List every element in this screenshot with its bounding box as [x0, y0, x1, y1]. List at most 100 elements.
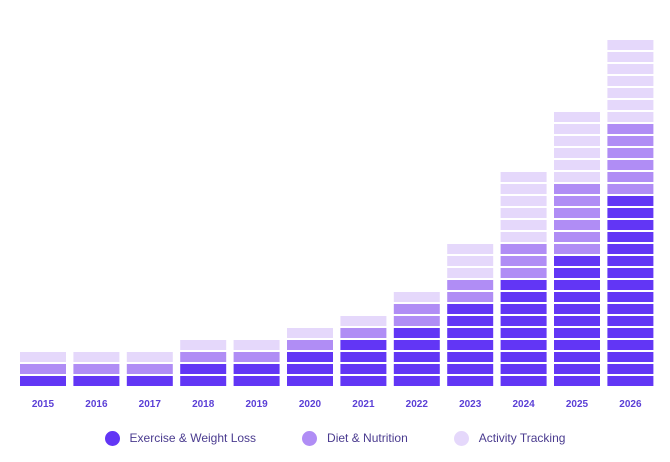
- bar-segment-2022-series-2-1: [393, 316, 440, 326]
- bar-segment-2018-series-2-1: [180, 352, 227, 362]
- bar-segment-2017-series-1-1: [126, 376, 173, 386]
- bar-segment-2023-series-2-2: [447, 280, 494, 290]
- bar-segment-2023-series-1-3: [447, 352, 494, 362]
- bar-segment-2023-series-1-6: [447, 316, 494, 326]
- bar-segment-2026-series-1-11: [607, 256, 654, 266]
- bar-segment-2017-series-2-1: [126, 364, 173, 374]
- bar-segment-2025-series-1-6: [554, 316, 600, 326]
- bar-segment-2026-series-1-5: [607, 328, 654, 338]
- bar-segment-2026-series-2-4: [607, 148, 654, 158]
- bar-segment-2018-series-1-1: [180, 376, 227, 386]
- legend-item-2: Diet & Nutrition: [302, 430, 408, 446]
- bar-segment-2026-series-1-13: [607, 232, 654, 242]
- x-tick-label-2015: 2015: [32, 399, 55, 410]
- bar-segment-2026-series-1-9: [607, 280, 654, 290]
- bar-segment-2026-series-1-7: [607, 304, 654, 314]
- bar-segment-2015-series-2-1: [20, 364, 66, 374]
- bar-segment-2023-series-2-1: [447, 292, 494, 302]
- x-tick-label-2020: 2020: [299, 399, 322, 410]
- bar-segment-2019-series-1-2: [233, 364, 280, 374]
- bar-segment-2026-series-2-5: [607, 136, 654, 146]
- bar-segment-2026-series-3-7: [607, 40, 654, 50]
- bar-segment-2024-series-1-5: [500, 328, 547, 338]
- bar-segment-2024-series-1-9: [500, 280, 547, 290]
- bar-segment-2026-series-1-15: [607, 208, 654, 218]
- bar-segment-2026-series-2-2: [607, 172, 654, 182]
- x-tick-label-2023: 2023: [459, 399, 482, 410]
- bar-segment-2022-series-1-3: [393, 352, 440, 362]
- bar-segment-2026-series-2-1: [607, 184, 654, 194]
- bar-segment-2025-series-3-6: [554, 112, 600, 122]
- bar-segment-2022-series-1-1: [393, 376, 440, 386]
- bar-segment-2021-series-2-1: [340, 328, 387, 338]
- bar-segment-2020-series-1-3: [287, 352, 333, 362]
- bar-segment-2023-series-1-5: [447, 328, 494, 338]
- bar-segment-2024-series-3-6: [500, 172, 547, 182]
- bar-segment-2024-series-1-4: [500, 340, 547, 350]
- bar-segment-2020-series-3-1: [287, 328, 333, 338]
- bar-segment-2025-series-2-5: [554, 196, 600, 206]
- legend: Exercise & Weight Loss Diet & Nutrition Ac…: [0, 428, 670, 448]
- bar-segment-2026-series-1-4: [607, 340, 654, 350]
- bar-segment-2025-series-1-7: [554, 304, 600, 314]
- bar-segment-2026-series-3-4: [607, 76, 654, 86]
- bar-segment-2025-series-3-5: [554, 124, 600, 134]
- bar-segment-2026-series-1-3: [607, 352, 654, 362]
- bar-segment-2025-series-1-4: [554, 340, 600, 350]
- bar-segment-2025-series-3-3: [554, 148, 600, 158]
- bar-segment-2026-series-1-1: [607, 376, 654, 386]
- bar-segment-2021-series-1-1: [340, 376, 387, 386]
- bar-segment-2024-series-1-2: [500, 364, 547, 374]
- bar-segment-2024-series-1-7: [500, 304, 547, 314]
- legend-label-2: Diet & Nutrition: [327, 431, 408, 445]
- bar-segment-2016-series-2-1: [73, 364, 120, 374]
- bar-segment-2022-series-1-5: [393, 328, 440, 338]
- bar-segment-2018-series-3-1: [180, 340, 227, 350]
- x-tick-label-2022: 2022: [406, 399, 429, 410]
- x-tick-label-2021: 2021: [352, 399, 375, 410]
- bar-segment-2025-series-1-2: [554, 364, 600, 374]
- bar-segment-2021-series-1-4: [340, 340, 387, 350]
- bar-segment-2025-series-1-1: [554, 376, 600, 386]
- bar-segment-2023-series-1-7: [447, 304, 494, 314]
- x-tick-label-2026: 2026: [619, 399, 642, 410]
- bar-segment-2024-series-1-6: [500, 316, 547, 326]
- bar-segment-2025-series-3-4: [554, 136, 600, 146]
- bar-segment-2026-series-3-3: [607, 88, 654, 98]
- bar-segment-2025-series-2-4: [554, 208, 600, 218]
- x-tick-label-2018: 2018: [192, 399, 215, 410]
- bar-segment-2019-series-3-1: [233, 340, 280, 350]
- x-axis-tick-labels: 2015 2016 2017 2018 2019 2020 2021 2022 2023 2024…: [32, 399, 642, 410]
- legend-swatch-1: [104, 430, 120, 446]
- bar-segment-2016-series-1-1: [73, 376, 120, 386]
- bar-segment-2023-series-3-3: [447, 244, 494, 254]
- bar-segment-2025-series-2-1: [554, 244, 600, 254]
- bar-segment-2026-series-1-14: [607, 220, 654, 230]
- bar-segment-2024-series-3-4: [500, 196, 547, 206]
- bar-segment-2026-series-3-6: [607, 52, 654, 62]
- bar-segment-2015-series-3-1: [20, 352, 66, 362]
- bar-segment-2021-series-1-3: [340, 352, 387, 362]
- bar-segment-2023-series-3-2: [447, 256, 494, 266]
- bar-segment-2020-series-2-1: [287, 340, 333, 350]
- stacked-bar-chart: 2015 2016 2017 2018 2019 2020 2021 2022 2023 2024…: [20, 40, 654, 410]
- legend-item-3: Activity Tracking: [453, 430, 565, 446]
- x-tick-label-2019: 2019: [245, 399, 268, 410]
- bar-segment-2023-series-1-1: [447, 376, 494, 386]
- bar-segment-2025-series-1-8: [554, 292, 600, 302]
- bar-segment-2026-series-1-6: [607, 316, 654, 326]
- bar-segment-2025-series-3-1: [554, 172, 600, 182]
- legend-item-1: Exercise & Weight Loss: [104, 430, 256, 446]
- legend-swatch-2: [302, 430, 318, 446]
- bar-segment-2025-series-2-3: [554, 220, 600, 230]
- bar-segment-2024-series-3-2: [500, 220, 547, 230]
- bar-segment-2019-series-1-1: [233, 376, 280, 386]
- bar-segment-2022-series-1-2: [393, 364, 440, 374]
- bar-segment-2023-series-1-2: [447, 364, 494, 374]
- x-tick-label-2017: 2017: [139, 399, 162, 410]
- bar-segment-2026-series-3-1: [607, 112, 654, 122]
- x-tick-label-2016: 2016: [85, 399, 108, 410]
- bar-segment-2021-series-3-1: [340, 316, 387, 326]
- bar-segment-2026-series-1-16: [607, 196, 654, 206]
- bar-segment-2025-series-1-3: [554, 352, 600, 362]
